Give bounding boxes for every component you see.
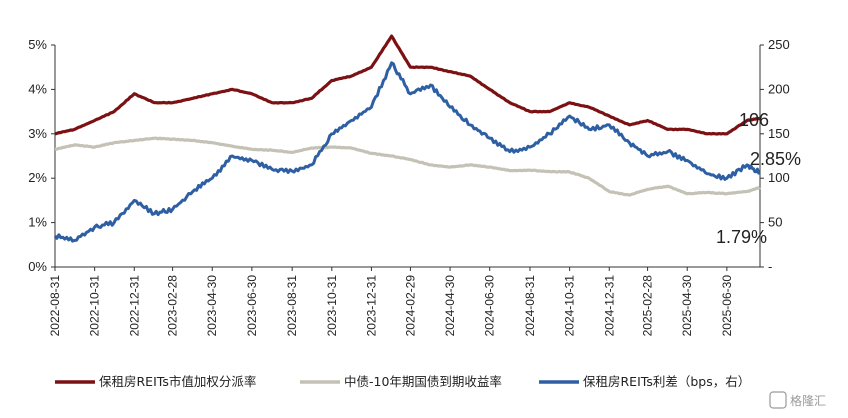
right-tick-label: 50 (768, 215, 782, 230)
right-y-axis-ticks: - 50 100 150 200 250 (760, 37, 790, 274)
right-tick-label: 150 (768, 126, 790, 141)
x-tick-label: 2023-12-31 (364, 275, 378, 337)
series-line-1 (54, 34, 761, 136)
legend: 保租房REITs市值加权分派率 中债-10年期国债到期收益率 保租房REITs利差（… (55, 374, 750, 389)
legend-label-3: 保租房REITs利差（bps，右） (583, 374, 750, 389)
annotation-treasury-latest: 1.79% (716, 227, 767, 247)
x-tick-label: 2023-08-31 (285, 275, 299, 337)
series-lines (53, 34, 761, 243)
legend-label-1: 保租房REITs市值加权分派率 (99, 374, 256, 389)
left-tick-label: 4% (28, 81, 47, 96)
right-tick-label: 200 (768, 81, 790, 96)
left-tick-label: 0% (28, 259, 47, 274)
legend-label-2: 中债-10年期国债到期收益率 (344, 374, 502, 389)
annotation-distribution-latest: 2.85% (750, 149, 801, 169)
series-line-2 (54, 136, 761, 197)
x-tick-label: 2025-06-30 (720, 275, 734, 337)
watermark-text: 格隆汇 (790, 393, 826, 408)
left-tick-label: 1% (28, 215, 47, 230)
x-tick-label: 2024-04-30 (443, 275, 457, 337)
series-line-3 (53, 61, 761, 243)
x-tick-label: 2024-02-29 (403, 275, 417, 337)
x-axis-ticks: 2022-08-31 2022-10-31 2022-12-31 2023-02-28… (48, 267, 734, 336)
x-tick-label: 2022-10-31 (88, 275, 102, 337)
right-tick-label: 100 (768, 170, 790, 185)
right-tick-label: 250 (768, 37, 790, 52)
x-tick-label: 2024-06-30 (483, 275, 497, 337)
x-tick-label: 2024-12-31 (602, 275, 616, 337)
watermark: 格隆汇 (769, 391, 826, 409)
left-tick-label: 5% (28, 37, 47, 52)
left-y-axis-ticks: 0% 1% 2% 3% 4% 5% (28, 37, 55, 274)
left-tick-label: 3% (28, 126, 47, 141)
x-tick-label: 2022-12-31 (127, 275, 141, 337)
x-tick-label: 2025-04-30 (680, 275, 694, 337)
left-tick-label: 2% (28, 170, 47, 185)
watermark-logo-icon (769, 391, 787, 409)
x-tick-label: 2023-04-30 (205, 275, 219, 337)
x-tick-label: 2025-02-28 (641, 275, 655, 337)
x-tick-label: 2023-02-28 (166, 275, 180, 337)
x-tick-label: 2024-10-31 (563, 275, 577, 337)
x-tick-label: 2023-10-31 (325, 275, 339, 337)
x-tick-label: 2023-06-30 (245, 275, 259, 337)
x-tick-label: 2022-08-31 (48, 275, 62, 337)
annotation-spread-latest: 106 (739, 110, 769, 130)
right-tick-label: - (768, 259, 772, 274)
x-tick-label: 2024-08-31 (523, 275, 537, 337)
